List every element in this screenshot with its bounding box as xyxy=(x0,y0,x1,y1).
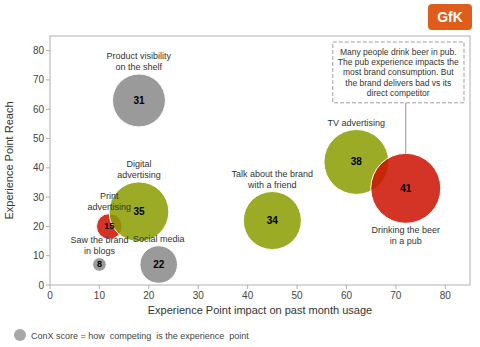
bubble xyxy=(93,258,107,272)
x-tick-label: 60 xyxy=(341,290,353,301)
annotation: Many people drink beer in pub.The pub ex… xyxy=(333,42,464,153)
y-tick-label: 20 xyxy=(33,221,45,232)
y-tick-label: 0 xyxy=(38,280,44,291)
y-tick-label: 70 xyxy=(33,74,45,85)
x-tick-label: 50 xyxy=(291,290,303,301)
annotation-text: Many people drink beer in pub.The pub ex… xyxy=(338,47,459,98)
x-tick xyxy=(395,285,396,289)
note-swatch xyxy=(14,329,26,341)
data-label: 15 xyxy=(104,221,114,231)
x-axis-label: Experience Point impact on past month us… xyxy=(148,304,372,316)
data-label: 22 xyxy=(153,259,165,270)
x-tick xyxy=(297,285,298,289)
x-tick xyxy=(445,285,446,289)
data-label: 38 xyxy=(351,156,363,167)
y-axis-label: Experience Point Reach xyxy=(3,101,15,219)
data-label: 31 xyxy=(133,95,145,106)
logo-box xyxy=(428,4,472,30)
bubbles xyxy=(93,74,441,283)
bubble xyxy=(371,153,441,223)
y-tick xyxy=(46,197,50,198)
y-tick xyxy=(46,226,50,227)
y-tick-label: 80 xyxy=(33,45,45,56)
annotation-box xyxy=(333,42,464,103)
data-label: 35 xyxy=(133,206,145,217)
background xyxy=(0,0,480,347)
x-tick-label: 10 xyxy=(94,290,106,301)
bubble-label: Saw the brandin blogs xyxy=(70,235,128,256)
y-tick xyxy=(46,167,50,168)
chart: 0 10 20 30 40 50 60 70 80 0 10 20 30 40 50 60 70 80 Experi… xyxy=(0,0,480,347)
y-tick-label: 60 xyxy=(33,104,45,115)
x-tick-label: 0 xyxy=(47,290,53,301)
x-tick-label: 20 xyxy=(143,290,155,301)
x-tick-label: 40 xyxy=(242,290,254,301)
bubble-label: Talk about the brandwith a friend xyxy=(232,169,314,190)
bubble-label: Digitaladvertising xyxy=(117,159,161,180)
x-tick xyxy=(99,285,100,289)
y-tick-label: 50 xyxy=(33,133,45,144)
x-tick xyxy=(198,285,199,289)
data-label: 8 xyxy=(97,259,102,269)
y-tick xyxy=(46,138,50,139)
annotation-connector xyxy=(405,103,406,154)
y-tick xyxy=(46,285,50,286)
bubble xyxy=(112,74,165,127)
data-label: 41 xyxy=(400,183,412,194)
logo-text: GfK xyxy=(437,9,463,25)
data-label: 34 xyxy=(267,215,279,226)
bubble-label: Printadvertising xyxy=(88,191,132,212)
bubble-label: TV advertising xyxy=(328,118,386,128)
note: ConX score = how competing is the experi… xyxy=(31,331,249,341)
x-tick-label: 70 xyxy=(390,290,402,301)
x-tick xyxy=(50,285,51,289)
y-tick-label: 10 xyxy=(33,250,45,261)
y-tick xyxy=(46,255,50,256)
y-tick xyxy=(46,50,50,51)
y-tick-label: 30 xyxy=(33,192,45,203)
y-tick xyxy=(46,79,50,80)
x-tick xyxy=(247,285,248,289)
bubble-label: Drinking the beerin a pub xyxy=(371,225,440,246)
y-tick-label: 40 xyxy=(33,162,45,173)
plot-frame xyxy=(50,36,470,285)
bubble xyxy=(243,192,301,250)
x-tick-label: 80 xyxy=(440,290,452,301)
bubble-label: Product visibilityon the shelf xyxy=(106,51,171,72)
x-tick xyxy=(346,285,347,289)
x-tick xyxy=(148,285,149,289)
bubble-label: Social media xyxy=(133,234,185,244)
bubble xyxy=(140,246,178,284)
y-tick xyxy=(46,109,50,110)
x-tick-label: 30 xyxy=(193,290,205,301)
